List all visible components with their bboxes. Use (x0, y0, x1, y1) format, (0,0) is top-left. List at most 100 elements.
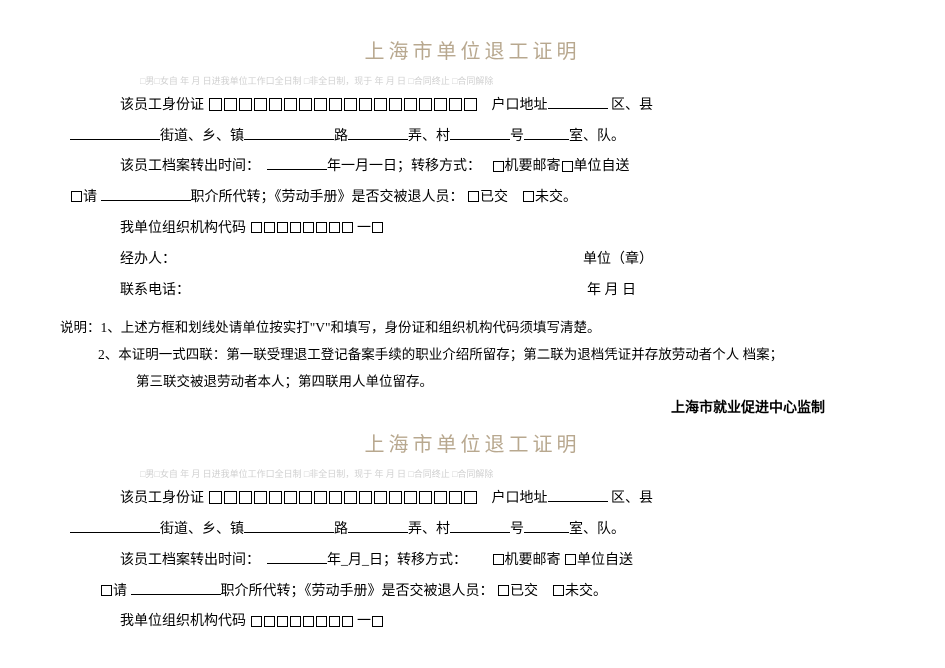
room-blank[interactable] (524, 516, 569, 533)
method-box-2[interactable] (562, 161, 573, 172)
id-box[interactable] (344, 98, 357, 111)
street-label: 街道、乡、镇 (160, 522, 244, 537)
addr-blank[interactable] (548, 485, 608, 502)
org-line: 我单位组织机构代码 一 (60, 214, 885, 245)
booklet-opt2: 未交。 (565, 584, 607, 599)
id-box[interactable] (329, 491, 342, 504)
org-box[interactable] (264, 616, 275, 627)
transfer-line: 该员工档案转出时间： 年_月_日；转移方式： 机要邮寄 单位自送 (60, 546, 885, 577)
booklet-opt2: 未交。 (535, 190, 577, 205)
id-box[interactable] (449, 491, 462, 504)
road-blank[interactable] (244, 123, 334, 140)
id-box[interactable] (269, 491, 282, 504)
booklet-opt1: 已交 (510, 584, 538, 599)
street-blank[interactable] (70, 516, 160, 533)
id-box[interactable] (374, 491, 387, 504)
id-box[interactable] (209, 491, 222, 504)
id-box[interactable] (464, 491, 477, 504)
please-line: 请 职介所代转；《劳动手册》是否交被退人员： 已交 未交。 (60, 577, 885, 608)
notes-line3: 第三联交被退劳动者本人；第四联用人单位留存。 (60, 368, 885, 395)
id-box[interactable] (419, 491, 432, 504)
id-box[interactable] (359, 491, 372, 504)
lane-blank[interactable] (348, 516, 408, 533)
org-box[interactable] (372, 616, 383, 627)
org-box[interactable] (316, 616, 327, 627)
id-box[interactable] (374, 98, 387, 111)
id-box[interactable] (284, 98, 297, 111)
id-box[interactable] (254, 491, 267, 504)
id-box[interactable] (359, 98, 372, 111)
method-opt1: 机要邮寄 (505, 159, 561, 174)
id-box[interactable] (269, 98, 282, 111)
notes-line1: 说明：1、上述方框和划线处请单位按实打"V"和填写，身份证和组织机构代码须填写清… (60, 314, 885, 341)
id-box[interactable] (329, 98, 342, 111)
handler-label: 经办人： (120, 252, 176, 267)
form-title: 上海市单位退工证明 (60, 30, 885, 74)
org-box[interactable] (316, 222, 327, 233)
year-blank[interactable] (267, 154, 327, 171)
id-box[interactable] (449, 98, 462, 111)
street-blank[interactable] (70, 123, 160, 140)
id-box[interactable] (434, 98, 447, 111)
method-box-1[interactable] (493, 554, 504, 565)
addr-line2: 街道、乡、镇路弄、村号室、队。 (60, 515, 885, 546)
id-box[interactable] (239, 98, 252, 111)
method-opt2: 单位自送 (574, 159, 630, 174)
booklet-box-1[interactable] (498, 585, 509, 596)
id-box[interactable] (299, 98, 312, 111)
id-box[interactable] (389, 98, 402, 111)
id-box[interactable] (284, 491, 297, 504)
please-box[interactable] (101, 585, 112, 596)
org-box[interactable] (342, 222, 353, 233)
org-box[interactable] (372, 222, 383, 233)
booklet-box-2[interactable] (553, 585, 564, 596)
org-box[interactable] (329, 222, 340, 233)
please-box[interactable] (71, 191, 82, 202)
org-box[interactable] (303, 222, 314, 233)
year-blank[interactable] (267, 547, 327, 564)
id-box[interactable] (314, 98, 327, 111)
id-box[interactable] (419, 98, 432, 111)
org-box[interactable] (342, 616, 353, 627)
booklet-box-1[interactable] (468, 191, 479, 202)
agency-blank[interactable] (101, 184, 191, 201)
id-box[interactable] (299, 491, 312, 504)
agency-blank[interactable] (131, 578, 221, 595)
id-box[interactable] (254, 98, 267, 111)
org-box[interactable] (329, 616, 340, 627)
org-box[interactable] (290, 616, 301, 627)
org-box[interactable] (264, 222, 275, 233)
num-blank[interactable] (450, 516, 510, 533)
org-box[interactable] (251, 616, 262, 627)
id-box[interactable] (389, 491, 402, 504)
addr-blank[interactable] (548, 92, 608, 109)
org-box[interactable] (251, 222, 262, 233)
num-blank[interactable] (450, 123, 510, 140)
method-box-1[interactable] (493, 161, 504, 172)
id-box[interactable] (404, 98, 417, 111)
id-box[interactable] (239, 491, 252, 504)
id-box[interactable] (224, 491, 237, 504)
id-box[interactable] (434, 491, 447, 504)
id-box[interactable] (344, 491, 357, 504)
road-blank[interactable] (244, 516, 334, 533)
id-box[interactable] (209, 98, 222, 111)
id-box[interactable] (404, 491, 417, 504)
room-blank[interactable] (524, 123, 569, 140)
org-box[interactable] (303, 616, 314, 627)
form-block-2: 上海市单位退工证明 □男□女自 年 月 日进我单位工作口全日制 □非全日制，现于… (60, 423, 885, 638)
org-box[interactable] (290, 222, 301, 233)
road-label: 路 (334, 129, 348, 144)
street-label: 街道、乡、镇 (160, 129, 244, 144)
id-box[interactable] (314, 491, 327, 504)
transfer-date-label: 年_月_日；转移方式： (327, 553, 467, 568)
booklet-label: 职介所代转；《劳动手册》是否交被退人员： (221, 584, 494, 599)
addr-suffix1: 区、县 (611, 98, 653, 113)
id-box[interactable] (224, 98, 237, 111)
method-box-2[interactable] (565, 554, 576, 565)
org-box[interactable] (277, 616, 288, 627)
org-box[interactable] (277, 222, 288, 233)
lane-blank[interactable] (348, 123, 408, 140)
booklet-box-2[interactable] (523, 191, 534, 202)
id-box[interactable] (464, 98, 477, 111)
